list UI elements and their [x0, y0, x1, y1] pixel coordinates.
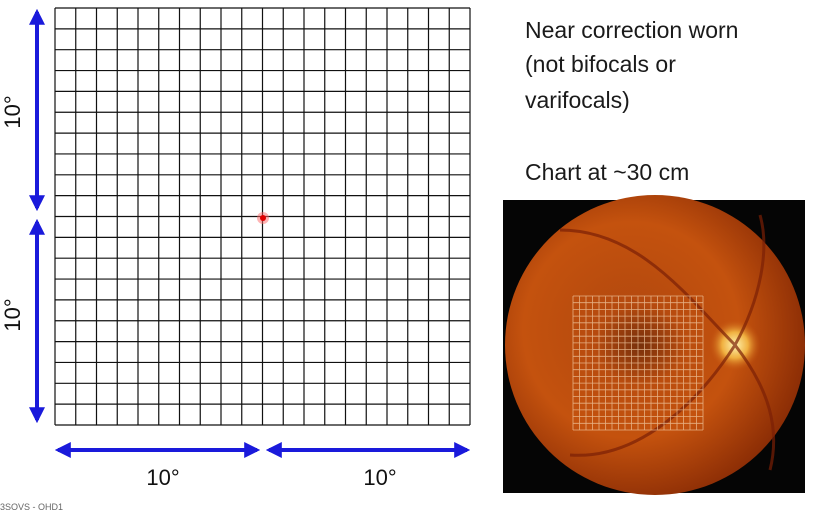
instruction: varifocals): [525, 87, 630, 113]
fundus-photo: [503, 195, 805, 495]
degree-label: 10°: [0, 95, 25, 128]
degree-label: 10°: [146, 465, 179, 490]
instruction: Chart at ~30 cm: [525, 159, 689, 185]
degree-label: 10°: [0, 298, 25, 331]
fixation-dot: [260, 215, 266, 221]
instruction: (not bifocals or: [525, 51, 676, 77]
footer: 3SOVS - OHD1: [0, 502, 63, 512]
degree-label: 10°: [363, 465, 396, 490]
instruction: Near correction worn: [525, 17, 738, 43]
amsler-grid: [54, 7, 471, 426]
